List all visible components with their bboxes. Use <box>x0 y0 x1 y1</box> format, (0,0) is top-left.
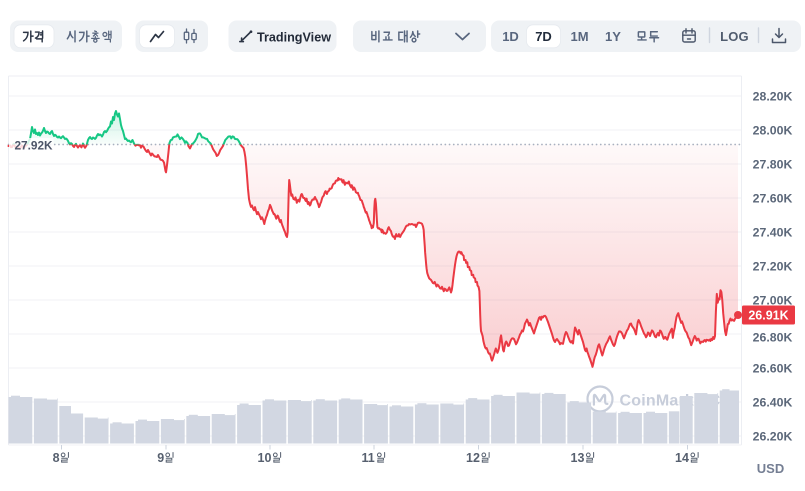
svg-text:28.20K: 28.20K <box>753 89 793 103</box>
svg-text:26.80K: 26.80K <box>753 330 793 344</box>
svg-text:7D: 7D <box>535 29 552 44</box>
svg-text:26.91K: 26.91K <box>748 308 788 322</box>
svg-text:14: 14 <box>675 451 689 465</box>
svg-text:8: 8 <box>53 451 60 465</box>
svg-text:1D: 1D <box>502 29 519 44</box>
svg-text:27.80K: 27.80K <box>753 157 793 171</box>
svg-text:27.00K: 27.00K <box>753 293 793 307</box>
svg-text:10: 10 <box>258 451 272 465</box>
svg-text:27.40K: 27.40K <box>753 225 793 239</box>
svg-text:1M: 1M <box>570 29 588 44</box>
svg-text:1Y: 1Y <box>605 29 621 44</box>
svg-text:27.92K: 27.92K <box>15 139 54 153</box>
svg-text:26.60K: 26.60K <box>753 361 793 375</box>
svg-text:26.40K: 26.40K <box>753 395 793 409</box>
svg-text:LOG: LOG <box>720 29 749 44</box>
svg-text:USD: USD <box>757 461 784 476</box>
svg-text:28.00K: 28.00K <box>753 123 793 137</box>
svg-text:26.20K: 26.20K <box>753 429 793 443</box>
svg-text:11: 11 <box>362 451 375 465</box>
svg-text:TradingView: TradingView <box>257 29 332 44</box>
svg-text:27.60K: 27.60K <box>753 191 793 205</box>
svg-text:9: 9 <box>157 451 164 465</box>
svg-text:13: 13 <box>571 451 585 465</box>
svg-text:12: 12 <box>466 451 480 465</box>
svg-text:27.20K: 27.20K <box>753 259 793 273</box>
